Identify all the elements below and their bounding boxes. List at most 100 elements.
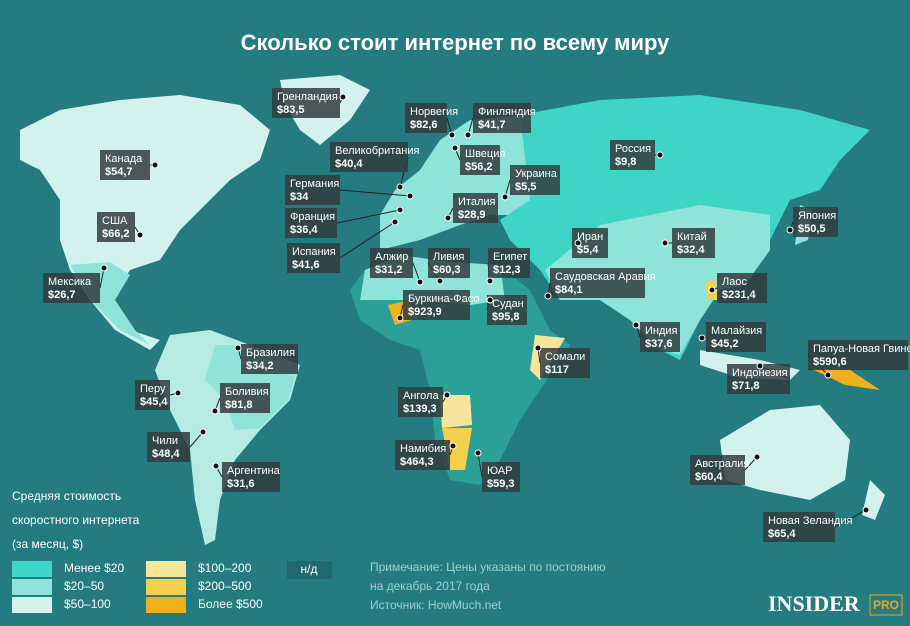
country-price: $9,8 — [615, 156, 636, 168]
country-price: $923,9 — [408, 306, 442, 318]
country-name: Австралия — [695, 458, 749, 470]
location-dot — [656, 151, 664, 159]
label-box — [147, 432, 190, 462]
country-name: Испания — [292, 246, 336, 258]
label-box — [220, 383, 270, 413]
label-box — [398, 387, 443, 417]
legend: Средняя стоимость скоростного интернета (з… — [12, 489, 332, 613]
location-dot — [444, 214, 452, 222]
country-name: Египет — [493, 251, 527, 263]
country-name: Новая Зеландия — [768, 515, 852, 527]
country-name: Великобритания — [335, 145, 420, 157]
country-price: $82,6 — [410, 119, 438, 131]
location-dot — [632, 321, 640, 329]
country-price: $32,4 — [677, 244, 705, 256]
label-box — [550, 268, 645, 298]
location-dot — [396, 206, 404, 214]
location-dot — [474, 449, 482, 457]
country-price: $28,9 — [458, 209, 486, 221]
label-box — [97, 212, 135, 242]
label-box — [690, 455, 745, 485]
country-price: $464,3 — [400, 456, 434, 468]
leader-line — [834, 509, 867, 528]
country-name: Италия — [458, 196, 496, 208]
logo: INSIDER PRO — [768, 591, 903, 616]
logo-box — [869, 594, 903, 616]
country-price: $56,2 — [465, 161, 493, 173]
location-dot — [574, 239, 582, 247]
leader-line — [477, 452, 483, 478]
location-dot — [100, 264, 108, 272]
legend-swatch — [12, 579, 52, 595]
legend-title: (за месяц, $) — [12, 537, 83, 551]
location-dot — [661, 239, 669, 247]
country-name: Иран — [577, 231, 603, 243]
label-box — [285, 175, 340, 205]
label-box — [706, 322, 766, 352]
country-name: Чили — [152, 435, 178, 447]
country-name: Алжир — [375, 251, 408, 263]
country-name: Гренландия — [277, 91, 338, 103]
na-swatch — [287, 561, 332, 579]
label-box — [540, 348, 590, 378]
location-dot — [824, 371, 832, 379]
legend-label: Менее $20 — [64, 561, 124, 575]
country-price: $34 — [290, 191, 309, 203]
location-dot — [698, 334, 706, 342]
label-box — [43, 273, 100, 303]
country-price: $36,4 — [290, 224, 318, 236]
label-box — [640, 322, 680, 352]
location-dot — [436, 277, 444, 285]
country-name: Буркина-Фасо — [408, 293, 480, 305]
label-box — [460, 145, 500, 175]
label-box — [488, 248, 530, 278]
location-dot — [199, 428, 207, 436]
location-dot — [136, 231, 144, 239]
location-dot — [501, 193, 509, 201]
country-name: Франция — [290, 211, 335, 223]
label-box — [482, 462, 520, 492]
country-price: $37,6 — [645, 338, 673, 350]
label-box — [222, 462, 280, 492]
legend-swatch — [12, 597, 52, 613]
legend-label: $20–50 — [64, 579, 104, 593]
location-dot — [396, 314, 404, 322]
label-box — [370, 248, 413, 278]
legend-label: $200–500 — [198, 579, 252, 593]
location-dot — [212, 462, 220, 470]
country-name: Финляндия — [478, 106, 536, 118]
location-dot — [391, 218, 399, 226]
country-name: Намибия — [400, 443, 446, 455]
country-name: Германия — [290, 178, 339, 190]
label-box — [241, 344, 298, 374]
location-dot — [151, 161, 159, 169]
legend-swatch — [12, 561, 52, 577]
country-price: $59,3 — [487, 478, 515, 490]
note: на декабрь 2017 года — [370, 579, 490, 593]
location-dot — [753, 453, 761, 461]
country-name: Судан — [492, 298, 524, 310]
label-box — [428, 248, 470, 278]
label-box — [395, 440, 450, 470]
country-price: $31,2 — [375, 264, 403, 276]
country-price: $60,4 — [695, 471, 723, 483]
country-name: Ливия — [433, 251, 464, 263]
country-name: ЮАР — [487, 465, 512, 477]
country-price: $54,7 — [105, 166, 133, 178]
location-dot — [339, 93, 347, 101]
country-name: Сомали — [545, 351, 585, 363]
location-dot — [406, 192, 414, 200]
location-dot — [786, 226, 794, 234]
country-name: Япония — [798, 210, 836, 222]
label-box — [405, 103, 447, 133]
country-price: $34,2 — [246, 360, 274, 372]
location-dot — [449, 442, 457, 450]
label-box — [330, 142, 408, 172]
logo-main: INSIDER — [768, 591, 861, 616]
country-name: Россия — [615, 143, 651, 155]
country-price: $117 — [545, 364, 569, 376]
country-price: $41,7 — [478, 119, 506, 131]
location-dot — [862, 506, 870, 514]
